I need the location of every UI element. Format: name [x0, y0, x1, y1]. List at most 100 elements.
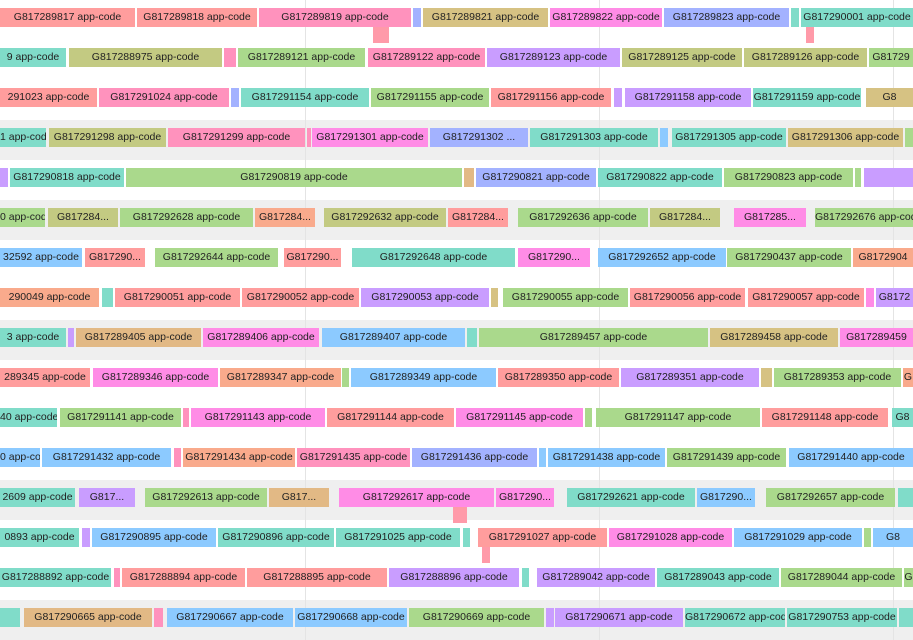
- task-bar[interactable]: G817292636 app-code: [518, 208, 648, 227]
- task-bar[interactable]: [546, 608, 554, 627]
- task-bar[interactable]: G817291439 app-code: [667, 448, 786, 467]
- task-bar[interactable]: G817291158 app-code: [625, 88, 751, 107]
- task-bar[interactable]: [413, 8, 421, 27]
- task-bar[interactable]: G817291027 app-code: [478, 528, 607, 547]
- task-bar[interactable]: G81729: [869, 48, 913, 67]
- task-bar[interactable]: G817290...: [85, 248, 145, 267]
- task-bar[interactable]: G817291434 app-code: [183, 448, 295, 467]
- task-bar[interactable]: G817292613 app-code: [145, 488, 267, 507]
- task-bar[interactable]: G817291029 app-code: [734, 528, 862, 547]
- task-bar[interactable]: G817291303 app-code: [530, 128, 658, 147]
- task-bar[interactable]: G817290667 app-code: [167, 608, 293, 627]
- task-bar[interactable]: G817292628 app-code: [120, 208, 253, 227]
- task-bar[interactable]: G817289353 app-code: [774, 368, 901, 387]
- task-bar[interactable]: G817285...: [734, 208, 806, 227]
- task-bar[interactable]: G817288892 app-code: [0, 568, 111, 587]
- task-bar[interactable]: G817289457 app-code: [479, 328, 708, 347]
- task-bar[interactable]: [585, 408, 592, 427]
- task-bar[interactable]: G817290671 app-code: [555, 608, 683, 627]
- task-bar[interactable]: G817284...: [650, 208, 720, 227]
- task-bar[interactable]: [864, 168, 913, 187]
- task-bar[interactable]: G817289349 app-code: [351, 368, 496, 387]
- task-bar[interactable]: G817...: [79, 488, 135, 507]
- task-bar[interactable]: G817289044 app-code: [781, 568, 902, 587]
- task-bar[interactable]: G8: [866, 88, 913, 107]
- task-bar[interactable]: [174, 448, 181, 467]
- task-bar[interactable]: G8: [892, 408, 913, 427]
- task-bar[interactable]: G817290895 app-code: [92, 528, 216, 547]
- task-bar[interactable]: G817290668 app-code: [295, 608, 407, 627]
- task-bar[interactable]: G817291432 app-code: [42, 448, 171, 467]
- task-bar[interactable]: G817290...: [284, 248, 341, 267]
- task-bar[interactable]: G817290896 app-code: [218, 528, 334, 547]
- task-bar[interactable]: G817290...: [496, 488, 554, 507]
- task-bar[interactable]: G817289043 app-code: [657, 568, 779, 587]
- task-bar[interactable]: G817290669 app-code: [409, 608, 544, 627]
- task-bar[interactable]: G817291024 app-code: [99, 88, 229, 107]
- task-bar[interactable]: G817284...: [448, 208, 508, 227]
- task-bar[interactable]: G8172904: [853, 248, 913, 267]
- task-bar[interactable]: G817290822 app-code: [598, 168, 722, 187]
- task-bar[interactable]: G817291302 ...: [430, 128, 528, 147]
- task-bar[interactable]: G817289125 app-code: [622, 48, 742, 67]
- task-bar[interactable]: [855, 168, 861, 187]
- task-bar[interactable]: G817291159 app-code: [753, 88, 861, 107]
- task-bar[interactable]: G817291155 app-code: [371, 88, 489, 107]
- task-bar[interactable]: G: [904, 568, 913, 587]
- task-bar[interactable]: G817290056 app-code: [630, 288, 745, 307]
- task-bar[interactable]: G8172: [876, 288, 913, 307]
- task-bar[interactable]: G817288894 app-code: [122, 568, 245, 587]
- task-bar[interactable]: G817291440 app-code: [789, 448, 913, 467]
- task-bar[interactable]: G817291305 app-code: [672, 128, 786, 147]
- task-bar[interactable]: G817289817 app-code: [0, 8, 135, 27]
- task-bar[interactable]: G817291144 app-code: [327, 408, 454, 427]
- task-bar[interactable]: G817...: [269, 488, 329, 507]
- task-bar[interactable]: G817290052 app-code: [242, 288, 359, 307]
- task-bar[interactable]: [864, 528, 871, 547]
- task-bar[interactable]: [307, 128, 311, 147]
- task-bar[interactable]: [614, 88, 622, 107]
- task-bar[interactable]: G817291025 app-code: [336, 528, 460, 547]
- task-bar[interactable]: G817290051 app-code: [115, 288, 240, 307]
- task-bar[interactable]: G817290...: [518, 248, 590, 267]
- task-bar[interactable]: G817290055 app-code: [503, 288, 628, 307]
- task-bar[interactable]: [464, 168, 474, 187]
- task-bar[interactable]: G817289819 app-code: [259, 8, 411, 27]
- task-bar[interactable]: G817291298 app-code: [49, 128, 166, 147]
- task-bar[interactable]: G817291143 app-code: [191, 408, 325, 427]
- task-bar[interactable]: [660, 128, 668, 147]
- task-bar[interactable]: G817291147 app-code: [596, 408, 760, 427]
- task-bar[interactable]: G817284...: [255, 208, 315, 227]
- task-bar[interactable]: G817291299 app-code: [168, 128, 305, 147]
- task-bar[interactable]: [82, 528, 90, 547]
- task-bar[interactable]: G817291306 app-code: [788, 128, 903, 147]
- task-bar[interactable]: 0 app-code: [0, 208, 45, 227]
- task-bar[interactable]: G: [903, 368, 913, 387]
- task-bar[interactable]: G817290437 app-code: [727, 248, 851, 267]
- task-bar[interactable]: G817289407 app-code: [322, 328, 465, 347]
- task-bar[interactable]: G817291148 app-code: [762, 408, 888, 427]
- task-bar[interactable]: G817289818 app-code: [137, 8, 257, 27]
- task-bar[interactable]: G817289405 app-code: [76, 328, 201, 347]
- task-bar[interactable]: [539, 448, 546, 467]
- task-bar[interactable]: G817289823 app-code: [664, 8, 789, 27]
- task-bar[interactable]: G817290821 app-code: [476, 168, 596, 187]
- task-bar[interactable]: [467, 328, 477, 347]
- task-bar[interactable]: G817289122 app-code: [368, 48, 485, 67]
- task-bar[interactable]: [224, 48, 236, 67]
- task-bar[interactable]: G817290...: [697, 488, 755, 507]
- task-bar[interactable]: G817290057 app-code: [748, 288, 864, 307]
- task-bar[interactable]: [0, 168, 8, 187]
- task-bar[interactable]: G8: [873, 528, 913, 547]
- task-bar[interactable]: G817289822 app-code: [550, 8, 662, 27]
- task-bar[interactable]: G817290665 app-code: [24, 608, 152, 627]
- task-bar[interactable]: G817292617 app-code: [339, 488, 494, 507]
- task-bar[interactable]: G817291438 app-code: [548, 448, 665, 467]
- task-bar[interactable]: [114, 568, 120, 587]
- task-bar[interactable]: [102, 288, 113, 307]
- task-bar[interactable]: [491, 288, 498, 307]
- task-bar[interactable]: G817289458 app-code: [710, 328, 838, 347]
- task-bar[interactable]: 291023 app-code: [0, 88, 97, 107]
- task-bar[interactable]: G817292652 app-code: [598, 248, 726, 267]
- task-bar[interactable]: G817291028 app-code: [609, 528, 732, 547]
